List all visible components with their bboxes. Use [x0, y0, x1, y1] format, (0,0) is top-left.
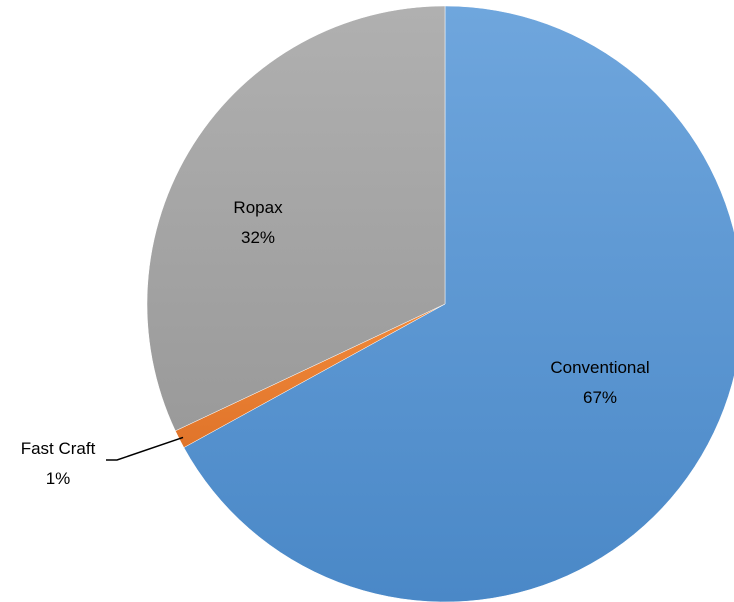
data-label-percent: 67%	[583, 388, 617, 407]
pie-slice-conventional	[183, 5, 734, 602]
data-label-category: Ropax	[233, 198, 283, 217]
data-label-percent: 32%	[241, 228, 275, 247]
data-label-percent: 1%	[46, 469, 71, 488]
leader-line-fast-craft	[106, 436, 184, 461]
data-label-ropax: Ropax 32%	[233, 198, 283, 247]
data-label-category: Fast Craft	[21, 439, 96, 458]
pie-slice-ropax	[146, 5, 446, 432]
data-label-conventional: Conventional 67%	[550, 358, 649, 407]
data-label-category: Conventional	[550, 358, 649, 377]
data-label-fast-craft: Fast Craft 1%	[21, 439, 96, 488]
